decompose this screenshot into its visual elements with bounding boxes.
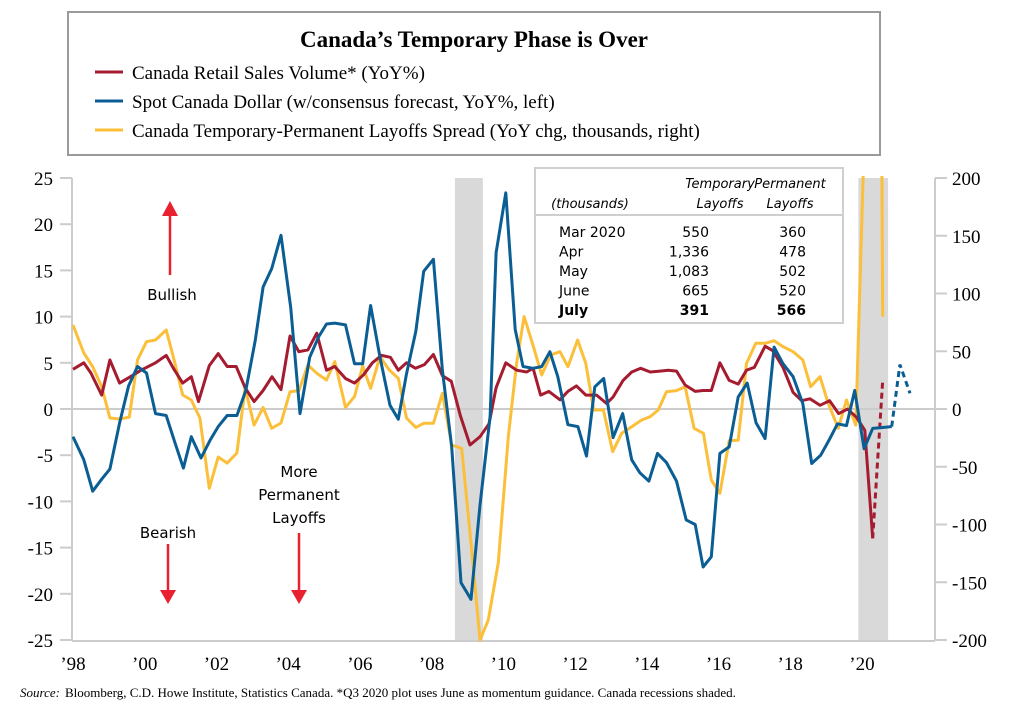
series-forecast-line-0 <box>871 380 885 539</box>
left-tick-label: 10 <box>34 308 53 329</box>
x-tick-label: ’10 <box>491 654 516 675</box>
table-row-temporary: 550 <box>682 225 709 241</box>
legend-frame <box>67 11 881 156</box>
table-row-month: Mar 2020 <box>559 225 626 241</box>
down-arrow-icon <box>291 590 307 604</box>
right-tick-label: 50 <box>952 342 971 363</box>
left-tick-label: -20 <box>28 585 53 606</box>
more-permanent-line1: More <box>280 463 317 481</box>
table-body: Mar 2020 550 360 Apr 1,336 478 May 1,083 502 June… <box>558 225 806 319</box>
table-frame <box>534 167 844 324</box>
x-tick-label: ’00 <box>132 654 157 675</box>
table-col1-line1: Temporary <box>685 177 755 192</box>
left-tick-label: 5 <box>44 354 54 375</box>
right-tick-label: -50 <box>952 458 977 479</box>
x-tick-label: ’12 <box>562 654 587 675</box>
series-lines <box>72 176 912 642</box>
down-arrow-icon <box>160 590 176 604</box>
table-row-month: Apr <box>559 245 583 261</box>
right-tick-label: 0 <box>952 400 962 421</box>
table-row-permanent: 360 <box>779 225 806 241</box>
x-tick-label: ’08 <box>419 654 444 675</box>
table-row-month: July <box>558 303 588 319</box>
table-row-permanent: 566 <box>777 303 806 319</box>
right-tick-label: -150 <box>952 573 987 594</box>
legend-label-cad: Spot Canada Dollar (w/consensus forecast… <box>132 92 555 113</box>
x-tick-label: ’98 <box>60 654 85 675</box>
table-row-temporary: 1,083 <box>669 264 709 280</box>
right-tick-label: 200 <box>952 169 981 190</box>
x-tick-label: ’14 <box>634 654 660 675</box>
table-col2-line1: Permanent <box>754 177 826 192</box>
table-row-permanent: 478 <box>779 245 806 261</box>
left-tick-label: -15 <box>28 539 53 560</box>
table-row-month: May <box>559 264 588 280</box>
table-row-permanent: 502 <box>779 264 806 280</box>
table-col1-line2: Layoffs <box>696 197 743 212</box>
series-line-1 <box>72 191 892 601</box>
table-row-month: June <box>558 284 590 300</box>
bearish-label: Bearish <box>140 524 196 542</box>
right-tick-label: -100 <box>952 516 987 537</box>
x-tick-label: ’20 <box>849 654 874 675</box>
x-tick-label: ’02 <box>204 654 229 675</box>
more-permanent-line2: Permanent <box>258 486 340 504</box>
axes: 2520151050-5-10-15-20-25200150100500-50-… <box>28 169 987 675</box>
x-tick-label: ’04 <box>275 654 301 675</box>
table-row-temporary: 391 <box>680 303 709 319</box>
legend-label-retail: Canada Retail Sales Volume* (YoY%) <box>132 63 425 84</box>
chart-title: Canada’s Temporary Phase is Over <box>300 27 648 52</box>
series-line-0 <box>72 331 875 539</box>
table-col2-line2: Layoffs <box>766 197 813 212</box>
table-row-temporary: 1,336 <box>669 245 709 261</box>
x-tick-label: ’16 <box>706 654 731 675</box>
right-tick-label: 150 <box>952 227 981 248</box>
table-unit: (thousands) <box>551 197 629 212</box>
source-label: Source: <box>20 685 60 700</box>
table-row-permanent: 520 <box>779 284 806 300</box>
annotations: Bullish Bearish More Permanent Layoffs <box>140 201 340 604</box>
series-forecast-line-1 <box>890 364 912 427</box>
source-note: Source: Bloomberg, C.D. Howe Institute, S… <box>20 685 736 700</box>
left-tick-label: 15 <box>34 261 53 282</box>
table-row-temporary: 665 <box>682 284 709 300</box>
x-tick-label: ’18 <box>778 654 803 675</box>
more-permanent-line3: Layoffs <box>272 509 326 527</box>
legend-box: Canada’s Temporary Phase is Over Canada … <box>67 11 881 156</box>
bullish-label: Bullish <box>147 286 197 304</box>
right-tick-label: 100 <box>952 285 981 306</box>
up-arrow-icon <box>162 201 178 216</box>
left-tick-label: -25 <box>28 631 53 652</box>
left-tick-label: 0 <box>44 400 54 421</box>
left-tick-label: -5 <box>37 446 53 467</box>
left-tick-label: 20 <box>34 215 53 236</box>
legend-label-layoffs: Canada Temporary-Permanent Layoffs Sprea… <box>132 121 700 142</box>
right-tick-label: -200 <box>952 631 987 652</box>
layoffs-table: (thousands) Temporary Layoffs Permanent … <box>534 167 844 324</box>
x-tick-label: ’06 <box>347 654 372 675</box>
series-line-2 <box>72 176 885 642</box>
source-text: Bloomberg, C.D. Howe Institute, Statisti… <box>65 685 736 700</box>
left-tick-label: 25 <box>34 169 53 190</box>
left-tick-label: -10 <box>28 492 53 513</box>
